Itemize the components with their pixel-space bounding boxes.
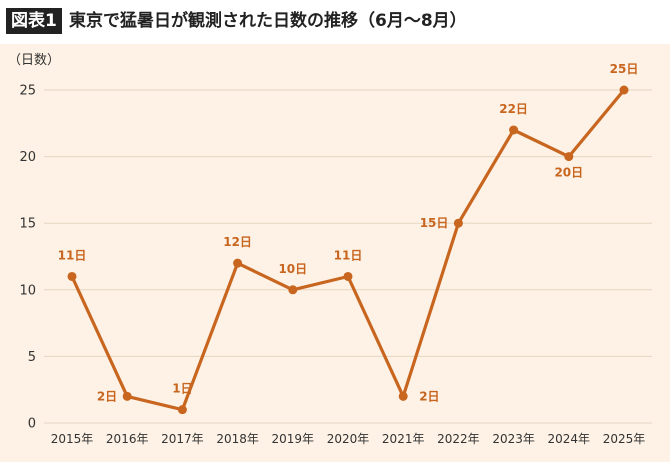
- data-label: 20日: [554, 166, 583, 180]
- data-point: [288, 285, 298, 295]
- data-label: 2日: [419, 389, 439, 403]
- chart-header: 図表1 東京で猛暑日が観測された日数の推移（6月〜8月）: [0, 0, 670, 44]
- x-tick-label: 2025年: [603, 432, 646, 446]
- data-label: 15日: [420, 216, 449, 230]
- x-tick-label: 2024年: [548, 432, 591, 446]
- data-point: [564, 152, 574, 162]
- x-tick-label: 2018年: [216, 432, 259, 446]
- y-tick-label: 0: [28, 417, 36, 432]
- x-tick-label: 2021年: [382, 432, 425, 446]
- data-point: [177, 405, 187, 415]
- y-tick-label: 20: [19, 150, 36, 165]
- data-point: [619, 85, 629, 95]
- data-point: [509, 125, 519, 135]
- y-tick-label: 25: [19, 84, 36, 99]
- y-tick-label: 15: [19, 217, 36, 232]
- data-label: 11日: [58, 248, 87, 262]
- x-tick-label: 2022年: [437, 432, 480, 446]
- data-label: 22日: [499, 102, 528, 116]
- data-point: [233, 258, 243, 268]
- data-label: 11日: [334, 248, 363, 262]
- data-point: [67, 271, 77, 281]
- y-tick-label: 10: [19, 283, 36, 298]
- data-point: [453, 218, 463, 228]
- figure-badge: 図表1: [6, 8, 62, 34]
- x-tick-label: 2020年: [327, 432, 370, 446]
- x-tick-label: 2023年: [492, 432, 535, 446]
- data-point: [122, 391, 132, 401]
- data-label: 25日: [610, 62, 639, 76]
- chart-panel: [0, 44, 670, 462]
- x-tick-label: 2016年: [106, 432, 149, 446]
- data-label: 1日: [172, 382, 192, 396]
- data-point: [398, 391, 408, 401]
- data-label: 12日: [223, 235, 252, 249]
- x-tick-label: 2015年: [51, 432, 94, 446]
- y-axis-unit-label: （日数）: [8, 53, 61, 68]
- y-tick-label: 5: [28, 350, 36, 365]
- data-point: [343, 271, 353, 281]
- chart-title: 東京で猛暑日が観測された日数の推移（6月〜8月）: [69, 11, 467, 31]
- x-tick-label: 2019年: [272, 432, 315, 446]
- x-tick-label: 2017年: [161, 432, 204, 446]
- data-label: 2日: [97, 389, 117, 403]
- data-label: 10日: [278, 262, 307, 276]
